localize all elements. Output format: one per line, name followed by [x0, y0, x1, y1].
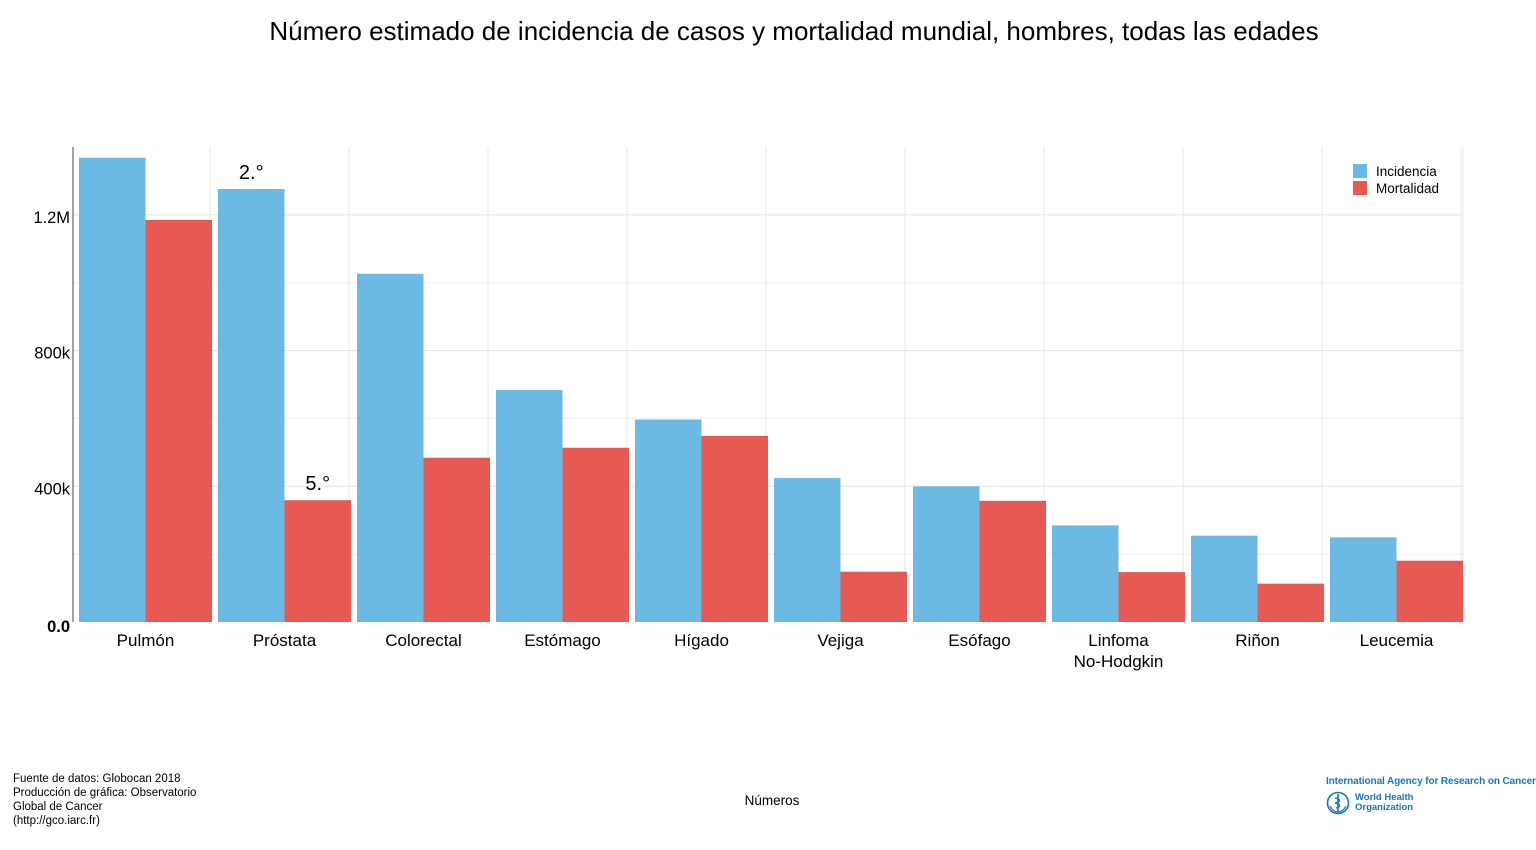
who-logo-line: World Health — [1355, 792, 1414, 803]
x-tick-label: Estómago — [524, 631, 601, 650]
bar-incidencia — [218, 189, 285, 622]
x-tick-label: Colorectal — [385, 631, 462, 650]
x-tick-label: Próstata — [253, 631, 317, 650]
bar-mortalidad — [562, 447, 629, 622]
legend-swatch — [1353, 164, 1367, 178]
y-tick-label: 400k — [34, 480, 71, 498]
source-line: Producción de gráfica: Observatorio — [13, 787, 197, 799]
bar-incidencia — [1330, 537, 1397, 622]
bar-mortalidad — [1396, 560, 1463, 622]
bar-mortalidad — [145, 219, 212, 622]
legend-label: Incidencia — [1376, 164, 1437, 179]
bar-incidencia — [1191, 535, 1258, 622]
bar-mortalidad — [423, 457, 490, 622]
chart-title: Número estimado de incidencia de casos y… — [269, 16, 1319, 46]
who-logo: World Health Organization — [1326, 791, 1526, 815]
x-tick-label: Hígado — [674, 631, 729, 650]
x-tick-label: Linfoma No-Hodgkin — [1074, 631, 1164, 671]
bar-incidencia — [357, 273, 424, 622]
who-logo-text: World Health Organization — [1355, 793, 1413, 813]
bar-incidencia — [913, 486, 980, 622]
bar-incidencia — [635, 419, 702, 622]
source-line: (http://gco.iarc.fr) — [13, 815, 100, 827]
bar-incidencia — [79, 157, 146, 622]
x-tick-label: Vejiga — [817, 631, 864, 650]
legend-label: Mortalidad — [1376, 181, 1439, 196]
bar-incidencia — [774, 478, 841, 622]
logo-block: International Agency for Research on Can… — [1326, 776, 1536, 815]
source-line: Fuente de datos: Globocan 2018 — [13, 773, 181, 785]
legend-swatch — [1353, 181, 1367, 195]
bar-incidencia — [496, 390, 563, 622]
x-tick-label: Esófago — [948, 631, 1010, 650]
bar-mortalidad — [979, 500, 1046, 622]
iarc-logo-text: International Agency for Research on Can… — [1326, 776, 1536, 787]
bar-mortalidad — [701, 435, 768, 622]
bar-mortalidad — [840, 571, 907, 622]
x-tick-label: Riñon — [1235, 631, 1279, 650]
who-emblem-icon — [1326, 791, 1350, 815]
bar-mortalidad — [1118, 572, 1185, 622]
source-line: Global de Cancer — [13, 801, 103, 813]
bar-mortalidad — [284, 500, 351, 622]
bar-mortalidad — [1257, 583, 1324, 622]
y-tick-label: 800k — [34, 345, 71, 363]
y-tick-label: 1.2M — [33, 209, 70, 227]
source-note: Fuente de datos: Globocan 2018 Producció… — [13, 772, 196, 828]
x-tick-label: Pulmón — [117, 631, 175, 650]
bar-incidencia — [1052, 525, 1119, 622]
y-tick-label: 0.0 — [47, 618, 70, 636]
x-axis-caption: Números — [744, 793, 800, 808]
x-tick-label: Leucemia — [1360, 631, 1434, 650]
who-logo-line: Organization — [1355, 802, 1414, 813]
bar-annotation: 2.° — [239, 162, 264, 184]
bar-annotation: 5.° — [305, 473, 330, 495]
